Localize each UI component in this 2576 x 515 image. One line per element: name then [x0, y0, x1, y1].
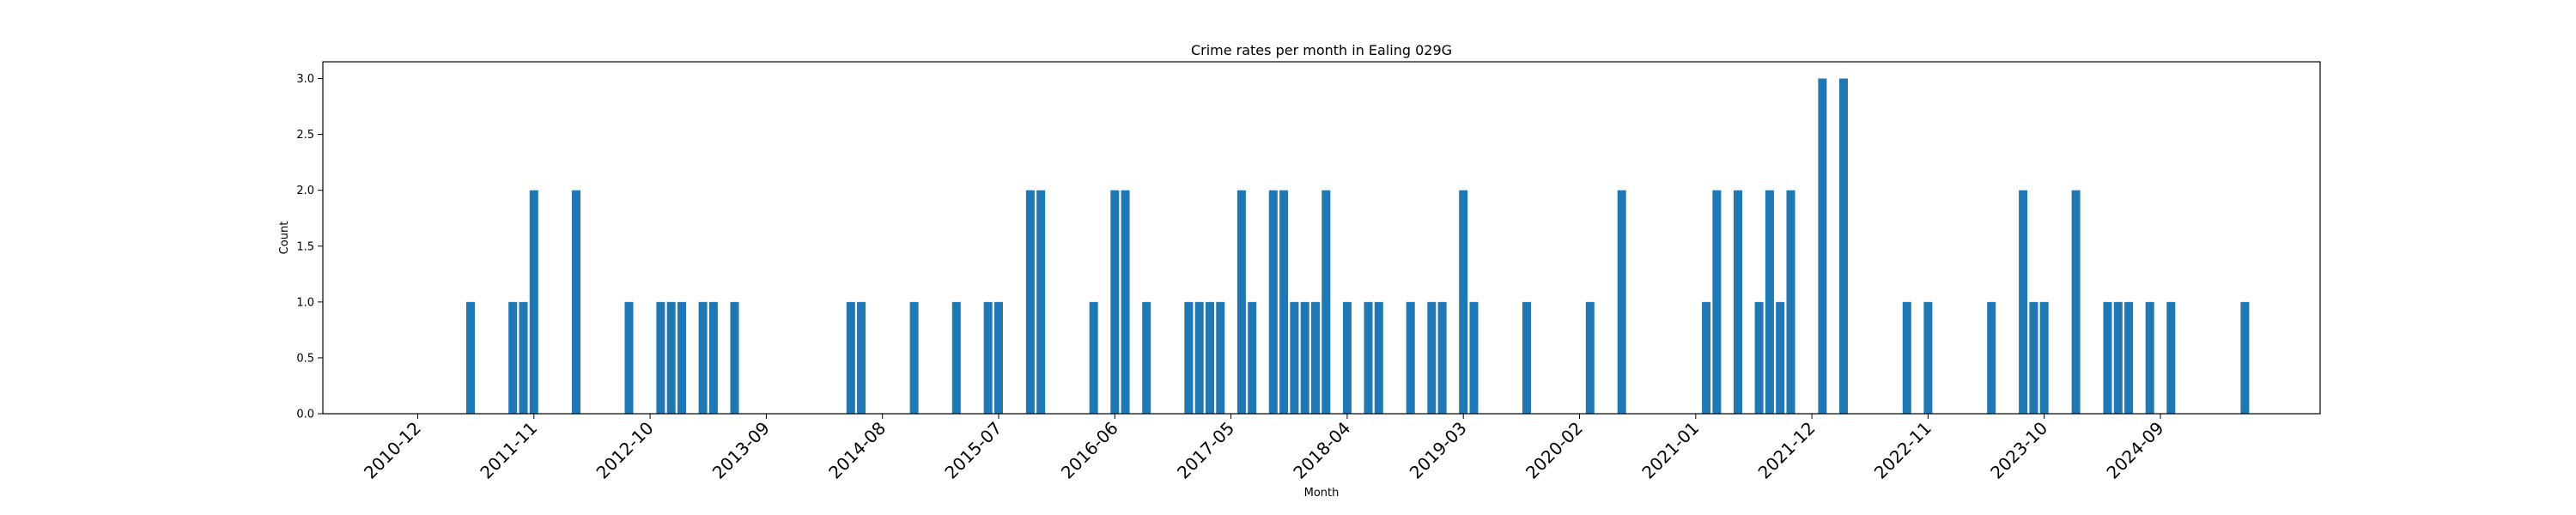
bar [1437, 301, 1447, 414]
bar [909, 301, 919, 414]
bar [983, 301, 993, 414]
bar [2145, 301, 2154, 414]
bar [1776, 301, 1785, 414]
bar [1110, 190, 1120, 414]
y-tick-label: 1.0 [296, 296, 314, 309]
bar [1374, 301, 1383, 414]
bar [1754, 301, 1764, 414]
bar [2071, 190, 2081, 414]
bar [2019, 190, 2028, 414]
bar [951, 301, 961, 414]
y-tick-label: 2.0 [296, 185, 314, 197]
bar [656, 301, 665, 414]
plot-frame [322, 61, 2321, 415]
y-tick-label: 0.0 [296, 409, 314, 421]
bar [1585, 301, 1595, 414]
bar [1321, 190, 1331, 414]
bar [677, 301, 686, 414]
bar [2039, 301, 2049, 414]
bar [2166, 301, 2176, 414]
bar [2029, 301, 2038, 414]
bar [1364, 301, 1373, 414]
bar [1734, 190, 1742, 414]
bar [2240, 301, 2250, 414]
bar [1459, 190, 1468, 414]
bar [1342, 301, 1352, 414]
bar [529, 190, 538, 414]
bar [698, 301, 708, 414]
bar [1206, 301, 1214, 414]
bar [466, 301, 475, 414]
y-tick-label: 3.0 [296, 73, 314, 86]
bar [1036, 190, 1046, 414]
bar [1987, 301, 1996, 414]
bar [730, 301, 739, 414]
bar [1194, 301, 1204, 414]
bar [666, 301, 676, 414]
bar [624, 301, 634, 414]
bar [1236, 190, 1246, 414]
bar [1786, 190, 1795, 414]
bars-group [466, 78, 2250, 415]
bar [519, 301, 528, 414]
bar [1469, 301, 1479, 414]
bar [1279, 190, 1289, 414]
x-axis-label: Month [1304, 487, 1340, 500]
bar [1712, 190, 1722, 414]
bar [1290, 301, 1299, 414]
y-axis-label: Count [278, 221, 291, 255]
bar [1089, 301, 1098, 414]
bar [1702, 301, 1711, 414]
bar [1406, 301, 1415, 414]
bar [1248, 301, 1257, 414]
bar [508, 301, 518, 414]
bar [1839, 78, 1848, 415]
bar [1617, 190, 1626, 414]
bar [1311, 301, 1320, 414]
bar [1902, 301, 1911, 414]
chart-title: Crime rates per month in Ealing 029G [1191, 42, 1452, 58]
bar [708, 301, 718, 414]
y-tick-label: 1.5 [296, 240, 314, 253]
bar [1184, 301, 1194, 414]
bar [1121, 190, 1130, 414]
bar [857, 301, 866, 414]
bar [1025, 190, 1035, 414]
bar [1923, 301, 1933, 414]
bar [1522, 301, 1531, 414]
bar [994, 301, 1003, 414]
bar [1216, 301, 1225, 414]
bar [2103, 301, 2112, 414]
bar [1268, 190, 1278, 414]
bar [572, 190, 580, 414]
bar [1765, 190, 1774, 414]
y-tick-label: 2.5 [296, 129, 314, 142]
bar [846, 301, 855, 414]
bar [1142, 301, 1151, 414]
bar [1818, 78, 1827, 415]
y-axis: 0.0 0.5 1.0 1.5 2.0 2.5 3.0 [296, 73, 323, 421]
bar [1427, 301, 1437, 414]
bar [2113, 301, 2123, 414]
bar [2124, 301, 2134, 414]
y-tick-label: 0.5 [296, 352, 314, 365]
bar [1300, 301, 1309, 414]
